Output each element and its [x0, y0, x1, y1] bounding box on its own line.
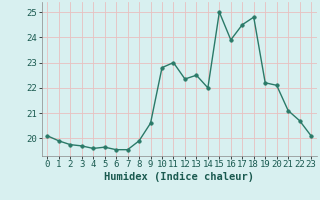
- X-axis label: Humidex (Indice chaleur): Humidex (Indice chaleur): [104, 172, 254, 182]
